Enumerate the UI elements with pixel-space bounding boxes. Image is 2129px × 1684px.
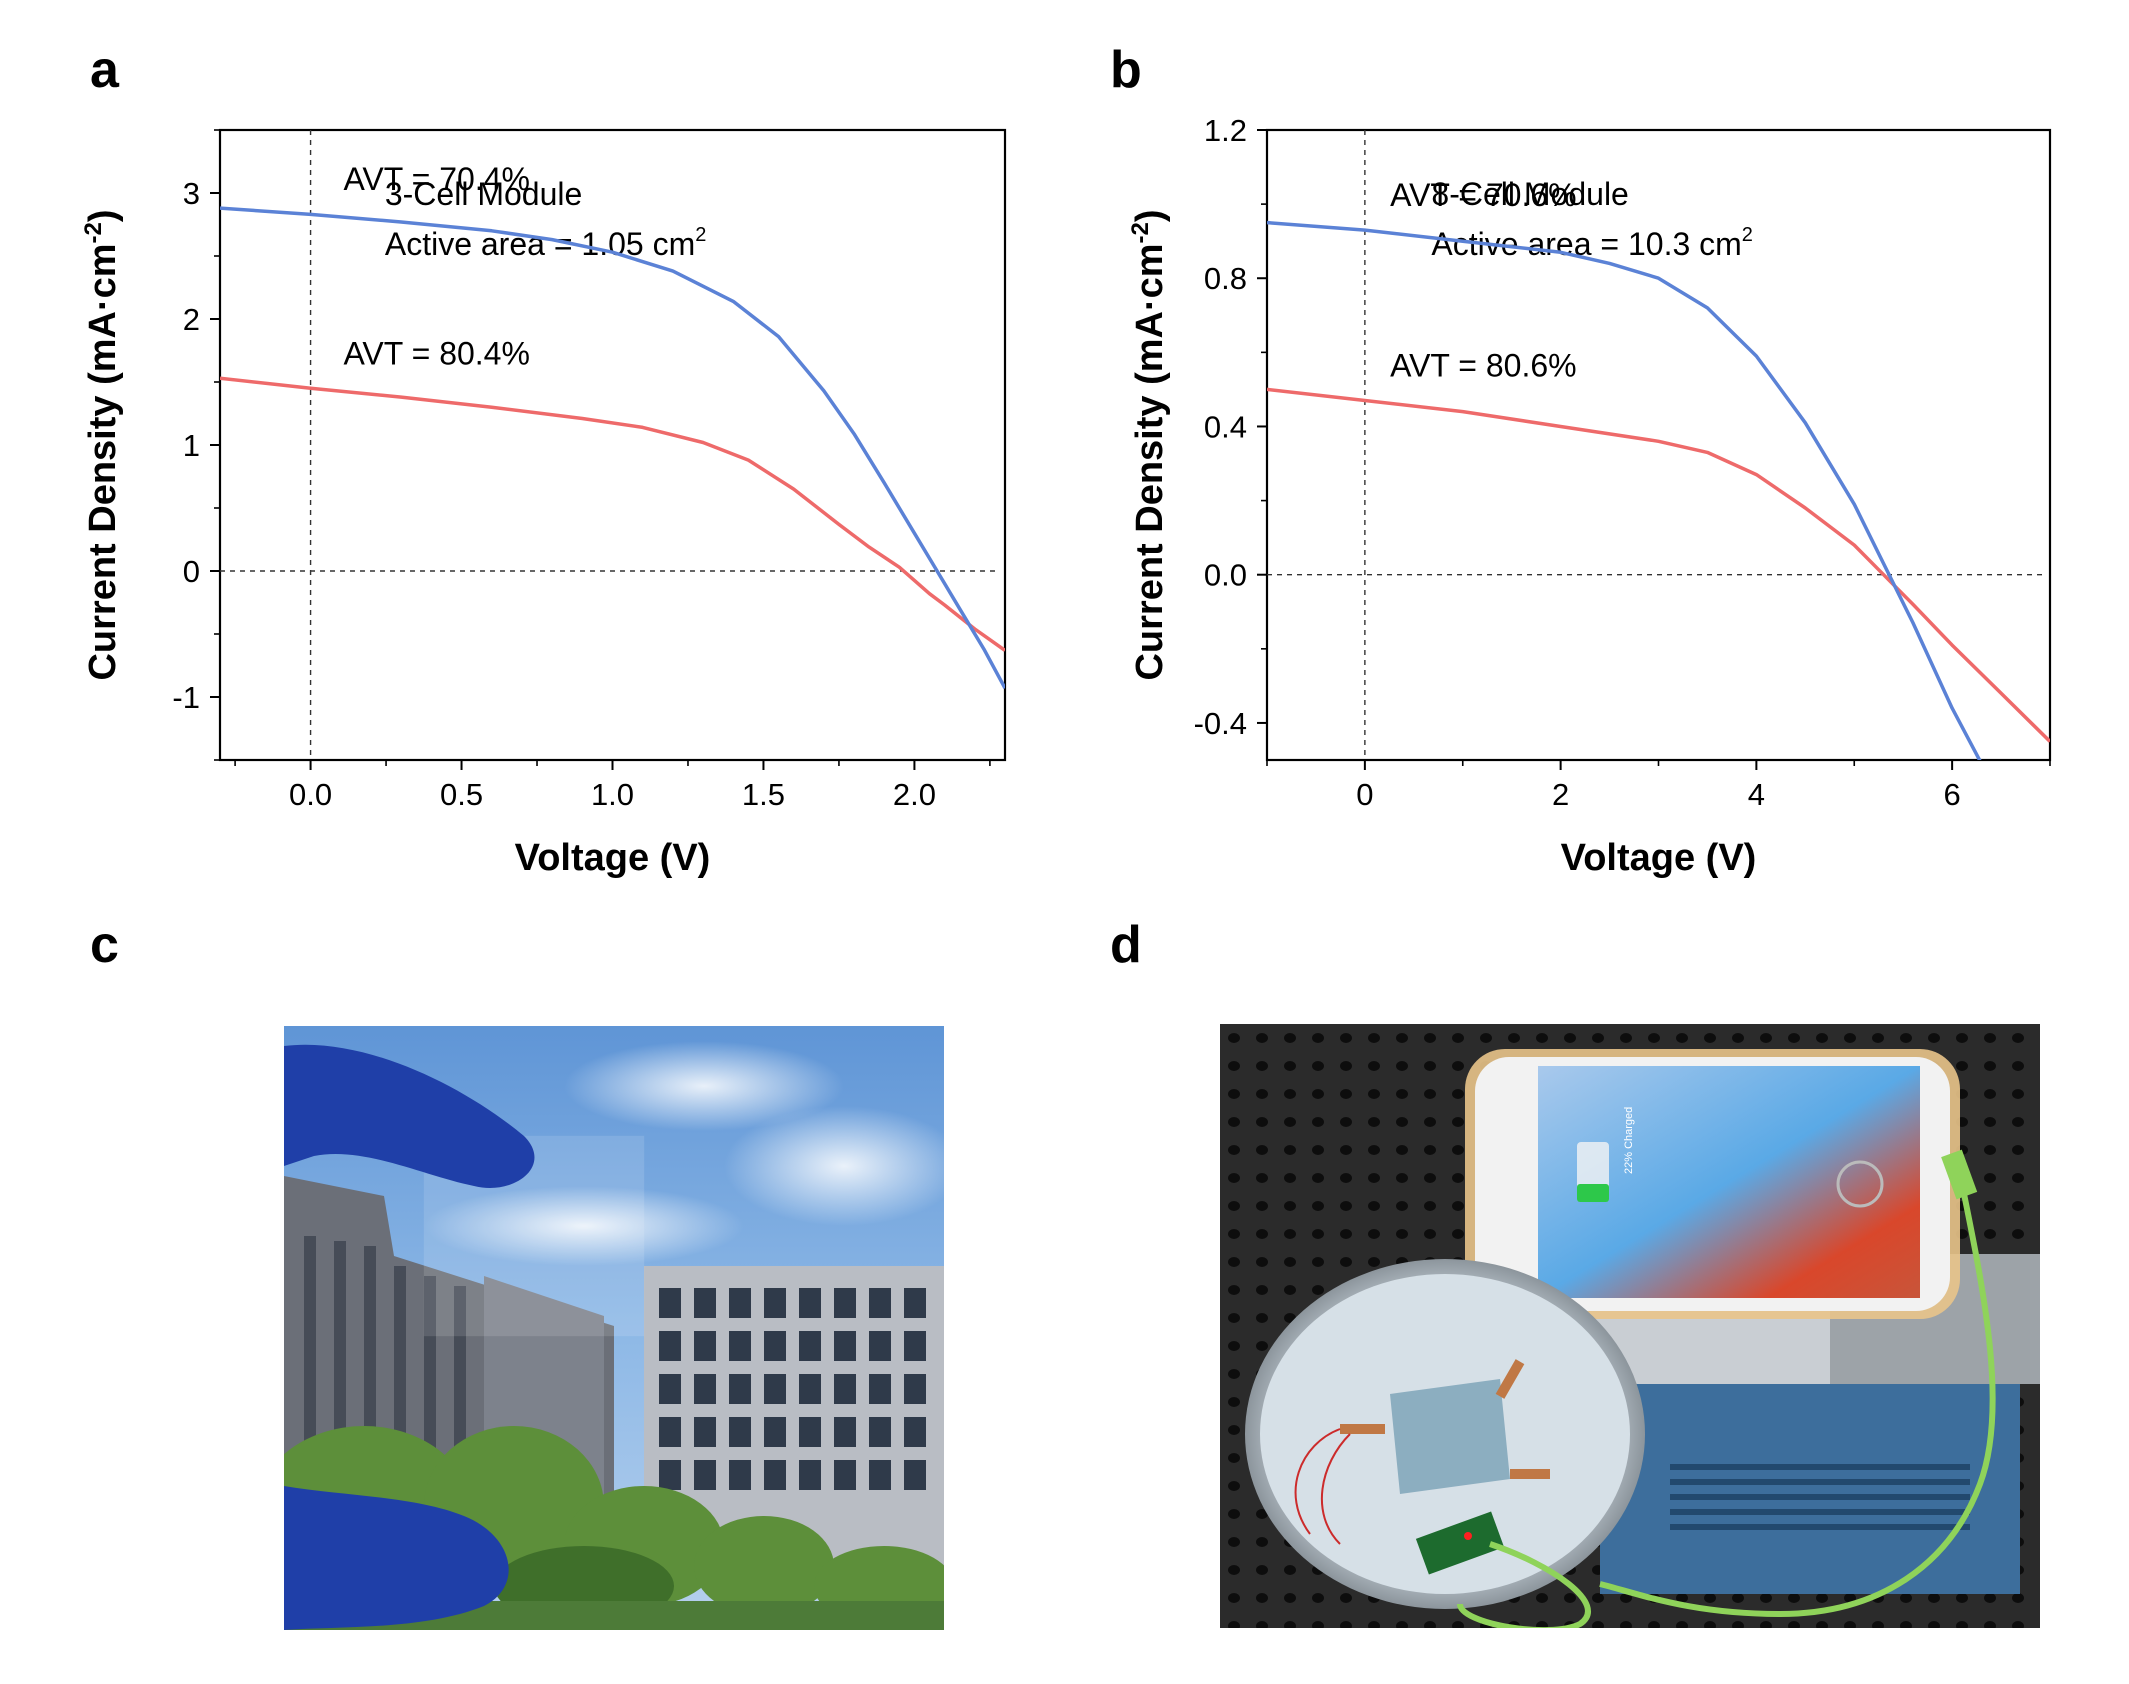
chart-a: 0.0 0.5 1.0 1.5 2.0 -1 0 1 2 3 Voltage (V) Current … [80, 128, 1007, 879]
plot-frame [218, 128, 1007, 762]
y-tick-label: 2 [183, 302, 200, 337]
x-tick-label: 1.0 [591, 777, 634, 812]
photo-module-charging-phone: 22% Charged [1220, 1024, 2040, 1628]
x-tick-label: 0.5 [440, 777, 483, 812]
series-label: AVT = 70.4% [343, 161, 529, 197]
module-annotation: 8-Cell Module [1431, 176, 1628, 212]
y-tick-label: 3 [183, 176, 200, 211]
y-tick-label: 1 [183, 428, 200, 463]
y-tick-label: -1 [172, 680, 200, 715]
x-tick-label: 0 [1356, 777, 1373, 812]
x-tick-label: 2.0 [893, 777, 936, 812]
series-line-high-avt [1267, 387, 2050, 743]
x-tick-label: 2 [1552, 777, 1569, 812]
photo-semitransparent-module-outdoor [284, 1026, 944, 1630]
x-tick-label: 4 [1748, 777, 1765, 812]
chart-b: 0 2 4 6 -0.4 0.0 0.4 0.8 1.2 Voltage (V) Current D… [1127, 113, 2052, 879]
x-axis-label: Voltage (V) [1561, 837, 1757, 879]
active-area-annotation: Active area = 1.05 cm2 [385, 224, 706, 262]
panel-label-a: a [90, 41, 119, 99]
y-tick-label: 0.8 [1204, 261, 1247, 296]
y-tick-label: 0 [183, 554, 200, 589]
panel-label-c: c [90, 916, 119, 974]
panel-label-b: b [1110, 41, 1142, 99]
series-label: AVT = 80.4% [343, 335, 529, 371]
phone-status-text: 22% Charged [1623, 1107, 1635, 1174]
module-annotation: 3-Cell Module [385, 176, 582, 212]
x-tick-label: 6 [1944, 777, 1961, 812]
x-tick-label: 1.5 [742, 777, 785, 812]
series-line-low-avt [220, 206, 1005, 690]
y-tick-label: 0.0 [1204, 558, 1247, 593]
x-axis-label: Voltage (V) [515, 837, 711, 879]
y-axis-label: Current Density (mA·cm-2) [80, 209, 124, 680]
y-tick-label: 0.4 [1204, 409, 1247, 444]
series-line-low-avt [1267, 220, 1982, 760]
panel-label-d: d [1110, 916, 1142, 974]
x-tick-label: 0.0 [289, 777, 332, 812]
y-tick-label: -0.4 [1194, 706, 1247, 741]
series-label: AVT = 80.6% [1390, 348, 1576, 384]
y-tick-label: 1.2 [1204, 113, 1247, 148]
y-axis-label: Current Density (mA·cm-2) [1127, 209, 1171, 680]
series-line-high-avt [220, 376, 1005, 652]
series-label: AVT = 70.6% [1390, 177, 1576, 213]
